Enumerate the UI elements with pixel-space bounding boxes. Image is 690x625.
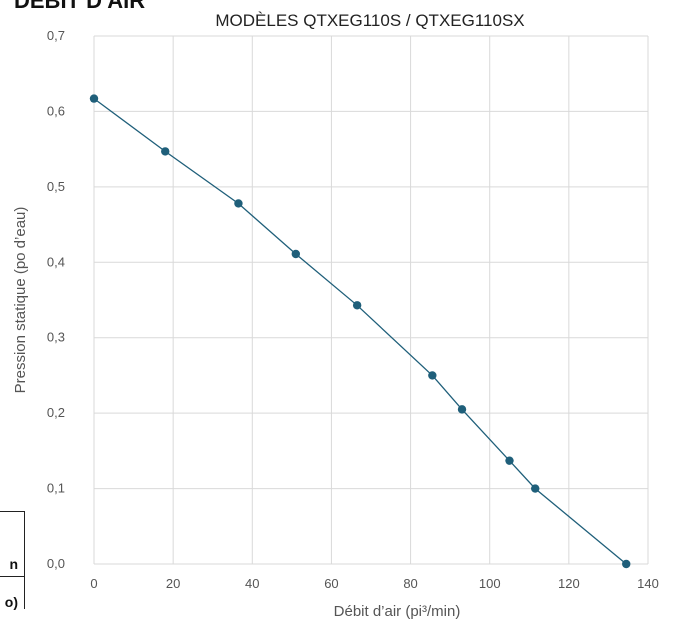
- table-divider: [0, 576, 24, 577]
- data-point: [291, 249, 301, 259]
- x-tick-label: 60: [324, 576, 338, 591]
- x-axis-ticks: 0 20 40 60 80 100 120 140: [90, 576, 658, 591]
- x-tick-label: 80: [403, 576, 417, 591]
- y-tick-label: 0,7: [47, 28, 65, 43]
- table-fragment: n o): [0, 511, 25, 610]
- y-axis-label: Pression statique (po d’eau): [12, 207, 29, 394]
- table-cell: o): [4, 594, 18, 610]
- data-point: [234, 199, 243, 208]
- data-point: [531, 484, 540, 493]
- x-tick-label: 120: [558, 576, 580, 591]
- table-cell: n: [9, 556, 18, 572]
- y-tick-label: 0,5: [47, 179, 65, 194]
- grid: [93, 35, 649, 565]
- data-point: [457, 405, 467, 414]
- data-point: [505, 456, 514, 465]
- y-tick-label: 0,2: [47, 405, 65, 420]
- data-point: [352, 301, 362, 310]
- data-point: [89, 94, 99, 103]
- y-axis-ticks: 0,0 0,1 0,2 0,3 0,4 0,5 0,6 0,7: [47, 28, 65, 571]
- data-point: [622, 559, 631, 569]
- series-line: [93, 98, 627, 565]
- y-tick-label: 0,3: [47, 330, 65, 345]
- y-tick-label: 0,1: [47, 481, 65, 496]
- y-tick-label: 0,6: [47, 103, 65, 118]
- series-group: [89, 94, 631, 569]
- x-tick-label: 40: [245, 576, 259, 591]
- x-tick-label: 140: [637, 576, 659, 591]
- x-tick-label: 0: [90, 576, 97, 591]
- chart-title: MODÈLES QTXEG110S / QTXEG110SX: [215, 11, 524, 30]
- x-tick-label: 100: [479, 576, 501, 591]
- x-tick-label: 20: [166, 576, 180, 591]
- data-point: [428, 371, 437, 380]
- y-tick-label: 0,4: [47, 254, 65, 269]
- y-tick-label: 0,0: [47, 556, 65, 571]
- x-axis-label: Débit d’air (pi³/min): [334, 603, 461, 620]
- page-heading-fragment: DÉBIT D'AIR: [14, 0, 146, 13]
- data-point: [161, 147, 170, 156]
